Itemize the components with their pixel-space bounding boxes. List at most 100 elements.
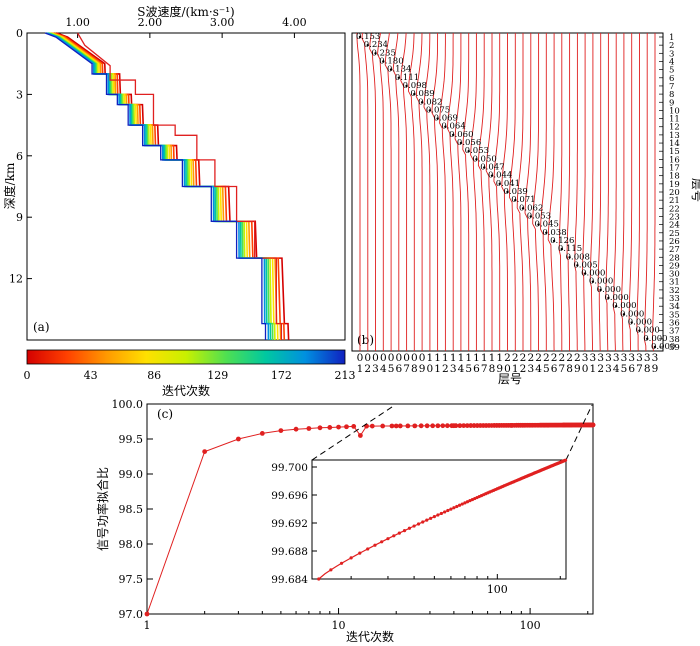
panel-a-velocity-profile: S波速度/(km·s⁻¹) 深度/km (a) 1.00 2.00 3.00 4.00… <box>2 4 356 398</box>
panel-b-ytick-label: 12 <box>669 123 680 133</box>
inset-point <box>349 556 353 560</box>
panel-b-xtick-top: 3 <box>644 352 651 364</box>
panel-b-layer-line <box>454 33 462 351</box>
panel-c-point <box>317 425 323 431</box>
inset-point <box>386 537 390 541</box>
panel-b-resolution-value: 0.111 <box>395 73 419 83</box>
panel-b-xtick-top: 3 <box>582 352 589 364</box>
panel-b-resolution-value: 0.089 <box>410 89 434 99</box>
panel-b-xtick-bottom: 1 <box>434 363 441 375</box>
panel-b-layer-line <box>508 33 516 351</box>
panel-c-point <box>405 423 411 429</box>
panel-c-point <box>393 423 399 429</box>
panel-a-iteration-line <box>54 32 286 341</box>
panel-a-iteration-line <box>52 32 282 341</box>
panel-b-xtick-top: 3 <box>590 352 597 364</box>
panel-b-xtick-top: 0 <box>372 352 379 364</box>
panel-c-fit-ratio: (c) 迭代次数 信号功率拟合比 1 10 100 97.0 97.5 98.0 98.5 9… <box>95 398 596 644</box>
panel-c-xtick-label: 1 <box>144 619 151 632</box>
panel-b-ytick-label: 9 <box>669 98 674 108</box>
panel-c-ytick-label: 99.5 <box>119 433 144 446</box>
panel-b-xtick-top: 1 <box>465 352 472 364</box>
inset-point <box>421 520 425 524</box>
panel-b-resolution-matrix: (b) 层号 层号 0.1530.2340.2350.1800.1340.111… <box>351 32 700 386</box>
panel-b-diagonal-point <box>552 239 556 243</box>
panel-b-ytick-label: 22 <box>669 204 680 214</box>
panel-b-layer-line <box>613 33 617 352</box>
panel-b-layer-line <box>431 33 439 351</box>
panel-b-ytick-label: 16 <box>669 155 680 165</box>
panel-b-layer-line <box>446 32 454 351</box>
panel-b-xtick-top: 1 <box>442 352 449 364</box>
panel-b-resolution-value: 0.134 <box>387 65 411 75</box>
inset-point <box>366 547 370 551</box>
panel-b-resolution-value: 0.045 <box>535 220 559 230</box>
panel-b-xtick-bottom: 7 <box>636 363 643 375</box>
panel-b-xtick-bottom: 2 <box>364 363 371 375</box>
panel-b-xtick-top: 3 <box>628 352 635 364</box>
panel-b-diagonal-point <box>490 174 494 177</box>
panel-b-layer-line <box>620 33 625 352</box>
panel-b-diagonal-point <box>514 198 517 202</box>
inset-xtick-label: 100 <box>487 583 508 596</box>
panel-b-layer-line <box>493 33 501 351</box>
panel-b-resolution-value: 0.039 <box>504 187 528 197</box>
panel-b-ytick-label: 25 <box>669 229 680 239</box>
panel-c-point <box>380 423 386 429</box>
inset-ytick-label: 99.688 <box>271 546 308 558</box>
panel-b-ytick-label: 36 <box>669 319 680 329</box>
colorbar-tick-label: 0 <box>24 369 31 382</box>
panel-c-point <box>412 423 418 429</box>
inset-point <box>439 511 443 516</box>
panel-b-layer-line <box>605 33 609 352</box>
colorbar-tick-label: 43 <box>84 369 98 382</box>
panel-b-xtick-top: 3 <box>605 352 612 364</box>
panel-b-xtick-top: 3 <box>613 352 620 364</box>
panel-b-xtick-bottom: 8 <box>644 363 651 375</box>
panel-b-diagonal-point <box>382 60 385 63</box>
panel-b-diagonal-point <box>467 150 470 153</box>
panel-b-resolution-value: 0.060 <box>449 130 473 140</box>
panel-b-resolution-value: 0.000 <box>643 334 667 344</box>
panel-b-layer-line <box>356 32 361 351</box>
panel-b-ytick-label: 27 <box>669 245 680 255</box>
inset-point <box>465 500 470 504</box>
panel-b-xtick-top: 1 <box>489 352 496 364</box>
panel-b-diagonal-point <box>358 35 362 39</box>
panel-b-layer-line <box>477 33 485 351</box>
panel-b-diagonal-point <box>436 117 439 120</box>
panel-b-diagonal-point <box>622 313 626 316</box>
panel-b-diagonal-point <box>568 256 571 259</box>
panel-b-layer-line <box>423 33 431 351</box>
panel-b-diagonal-point <box>545 231 548 234</box>
panel-b-xlabel: 层号 <box>498 372 522 386</box>
panel-b-xtick-bottom: 2 <box>520 363 527 375</box>
inset-point <box>457 503 462 507</box>
panel-b-layer-line <box>589 33 594 352</box>
panel-b-xtick-bottom: 9 <box>496 363 503 375</box>
panel-b-layer-line <box>547 33 555 352</box>
panel-b-xtick-bottom: 4 <box>613 363 620 375</box>
panel-b-xtick-bottom: 9 <box>574 363 581 375</box>
panel-b-xtick-top: 2 <box>558 352 565 364</box>
panel-a-iteration-line <box>49 32 276 341</box>
panel-b-ytick-label: 26 <box>669 237 680 247</box>
panel-b-xtick-bottom: 5 <box>465 363 472 375</box>
inset-point <box>402 529 407 533</box>
panel-b-layer-line <box>597 33 602 352</box>
panel-c-point <box>144 611 150 617</box>
panel-b-diagonal-point <box>444 125 447 128</box>
panel-b-xtick-bottom: 1 <box>512 363 519 375</box>
panel-b-layer-line <box>501 33 508 351</box>
panel-b-diagonal-point <box>599 288 602 292</box>
panel-b-diagonal-point <box>428 109 432 112</box>
panel-c-point <box>369 423 375 429</box>
panel-b-xtick-bottom: 7 <box>403 363 410 375</box>
panel-c-label: (c) <box>157 407 173 421</box>
colorbar-tick-label: 172 <box>271 369 292 382</box>
panel-b-ytick-label: 32 <box>669 286 680 296</box>
panel-b-layer-line <box>415 32 423 351</box>
inset-ytick-label: 99.696 <box>271 490 308 502</box>
panel-b-xtick-top: 3 <box>652 352 659 364</box>
panel-b-xtick-top: 0 <box>403 352 410 364</box>
